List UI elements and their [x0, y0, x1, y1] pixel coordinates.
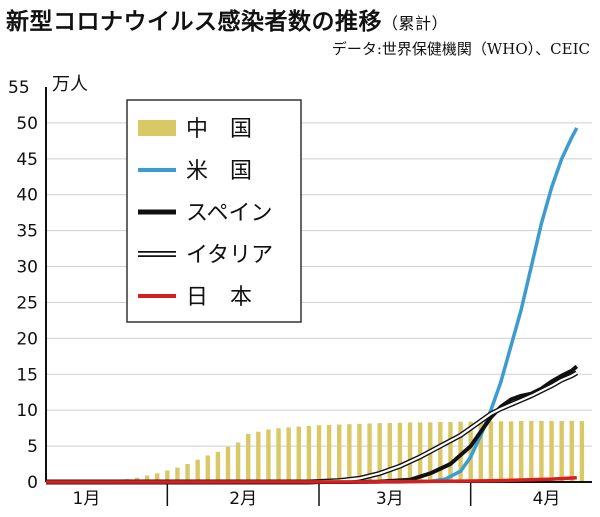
- y-tick-label-15: 15: [16, 365, 38, 385]
- china-bar-45: [549, 420, 554, 482]
- x-tick-label-0: 1月: [73, 489, 101, 509]
- china-bar-43: [529, 420, 534, 482]
- china-bar-25: [347, 424, 352, 482]
- china-bar-32: [417, 422, 423, 482]
- china-bar-13: [225, 446, 231, 482]
- chart-title: 新型コロナウイルス感染者数の推移（累計）: [6, 2, 448, 36]
- y-axis-unit: 万人: [52, 74, 88, 95]
- y-tick-label-45: 45: [16, 150, 38, 170]
- series-us-line: [46, 127, 579, 484]
- china-bar-9: [185, 464, 190, 482]
- china-bar-19: [286, 427, 291, 482]
- x-tick-label-3: 4月: [533, 489, 561, 509]
- y-tick-label-20: 20: [16, 329, 38, 349]
- china-bar-47: [569, 420, 574, 482]
- series-japan-line: [45, 475, 577, 484]
- x-tick-label-2: 3月: [376, 489, 404, 509]
- china-bar-42: [519, 420, 524, 482]
- china-bar-34: [438, 422, 443, 482]
- chart-title-suffix: （累計）: [382, 14, 449, 33]
- china-bar-10: [195, 459, 200, 482]
- china-bar-31: [407, 422, 413, 482]
- chart-title-main: 新型コロナウイルス感染者数の推移: [6, 9, 382, 35]
- legend-swatch-china: [138, 120, 176, 136]
- china-bar-22: [316, 425, 322, 482]
- y-tick-label-40: 40: [16, 186, 38, 206]
- china-bar-11: [205, 455, 210, 482]
- china-bar-26: [357, 423, 362, 482]
- china-bar-48: [579, 420, 585, 482]
- china-bar-30: [397, 422, 403, 482]
- y-tick-label-10: 10: [16, 401, 38, 421]
- china-bar-17: [266, 429, 271, 482]
- china-bar-12: [215, 451, 221, 482]
- china-bar-35: [448, 422, 453, 482]
- china-bar-20: [296, 426, 301, 482]
- china-bars: [94, 420, 585, 483]
- y-tick-label-5: 5: [27, 437, 38, 457]
- series-spain-line: [46, 364, 579, 484]
- legend-label-us: 米 国: [186, 159, 252, 184]
- china-bar-15: [246, 433, 251, 482]
- china-bar-41: [508, 421, 514, 482]
- legend-label-japan: 日 本: [186, 285, 252, 310]
- china-bar-39: [488, 421, 494, 482]
- series-italy-line: [46, 371, 578, 484]
- china-bar-7: [165, 470, 170, 482]
- china-bar-5: [144, 475, 150, 482]
- china-bar-27: [367, 423, 372, 482]
- china-bar-44: [539, 420, 544, 482]
- chart-source: データ:世界保健機関（WHO）、CEIC: [331, 40, 590, 58]
- y-tick-label-55: 55: [8, 78, 30, 98]
- china-bar-28: [377, 423, 382, 482]
- y-tick-label-50: 50: [16, 114, 38, 134]
- x-tick-label-1: 2月: [229, 489, 257, 509]
- y-tick-label-30: 30: [16, 258, 38, 278]
- china-bar-6: [155, 473, 160, 482]
- china-bar-29: [387, 423, 392, 482]
- china-bar-37: [468, 421, 473, 482]
- legend-label-italy: イタリア: [186, 243, 273, 268]
- legend-label-china: 中 国: [186, 117, 252, 142]
- china-bar-40: [498, 421, 504, 482]
- china-bar-16: [256, 431, 261, 482]
- series-lines: [45, 127, 579, 485]
- y-tick-label-25: 25: [16, 293, 38, 313]
- china-bar-36: [458, 421, 463, 482]
- legend-label-spain: スペイン: [186, 201, 272, 226]
- y-tick-label-0: 0: [27, 473, 38, 493]
- china-bar-46: [559, 420, 564, 482]
- y-axis: 0 5 10 15 20 25 30 35 40 45 50 55: [8, 78, 38, 493]
- china-bar-14: [235, 442, 241, 482]
- china-bar-38: [478, 421, 483, 482]
- china-bar-24: [337, 424, 342, 482]
- china-bar-18: [276, 428, 281, 482]
- china-bar-21: [306, 425, 312, 482]
- y-tick-label-35: 35: [16, 222, 38, 242]
- china-bar-8: [175, 467, 180, 482]
- china-bar-23: [326, 424, 332, 482]
